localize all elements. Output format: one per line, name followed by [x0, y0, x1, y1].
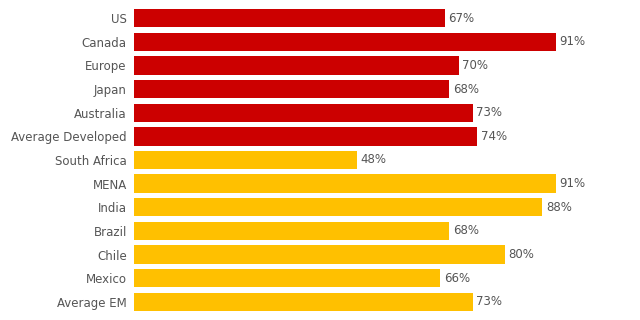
Bar — [134, 151, 356, 169]
Text: 91%: 91% — [559, 35, 586, 48]
Text: 48%: 48% — [360, 154, 387, 166]
Text: 91%: 91% — [559, 177, 586, 190]
Bar — [134, 56, 459, 75]
Bar — [134, 222, 449, 240]
Bar — [134, 174, 556, 193]
Text: 73%: 73% — [476, 295, 502, 308]
Bar — [134, 80, 449, 98]
Bar — [134, 269, 440, 287]
Bar — [134, 127, 477, 146]
Bar — [134, 245, 505, 264]
Bar — [134, 9, 445, 28]
Bar — [134, 198, 542, 216]
Text: 68%: 68% — [453, 83, 479, 96]
Text: 68%: 68% — [453, 224, 479, 237]
Bar — [134, 292, 472, 311]
Text: 80%: 80% — [509, 248, 534, 261]
Bar — [134, 33, 556, 51]
Text: 88%: 88% — [546, 201, 572, 214]
Text: 67%: 67% — [449, 12, 475, 25]
Text: 66%: 66% — [444, 272, 470, 285]
Text: 74%: 74% — [481, 130, 507, 143]
Bar — [134, 104, 472, 122]
Text: 73%: 73% — [476, 106, 502, 119]
Text: 70%: 70% — [462, 59, 488, 72]
